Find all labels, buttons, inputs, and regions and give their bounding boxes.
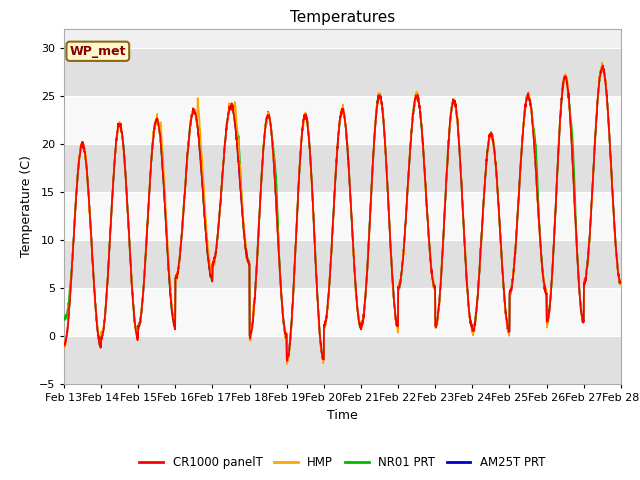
CR1000 panelT	[504, 326, 512, 332]
NR01 PRT	[371, 130, 379, 136]
Bar	[64, 48, 621, 96]
HMP	[371, 125, 379, 131]
HMP	[617, 281, 625, 287]
HMP	[216, 213, 223, 219]
Bar	[64, 96, 621, 144]
AM25T PRT	[568, 143, 575, 149]
NR01 PRT	[598, 63, 605, 69]
Text: WP_met: WP_met	[70, 45, 126, 58]
HMP	[598, 60, 606, 65]
NR01 PRT	[584, 264, 591, 270]
HMP	[60, 345, 68, 351]
AM25T PRT	[216, 216, 223, 221]
AM25T PRT	[371, 129, 379, 134]
HMP	[584, 264, 591, 269]
HMP	[359, 317, 367, 323]
Title: Temperatures: Temperatures	[290, 10, 395, 25]
CR1000 panelT	[371, 129, 379, 135]
CR1000 panelT	[359, 318, 367, 324]
NR01 PRT	[60, 314, 68, 320]
NR01 PRT	[284, 360, 291, 366]
AM25T PRT	[617, 281, 625, 287]
Bar	[64, 288, 621, 336]
X-axis label: Time: Time	[327, 408, 358, 421]
NR01 PRT	[617, 280, 625, 286]
CR1000 panelT	[283, 358, 291, 364]
HMP	[568, 140, 575, 145]
Bar	[64, 192, 621, 240]
NR01 PRT	[504, 327, 512, 333]
NR01 PRT	[359, 320, 367, 326]
Bar	[64, 336, 621, 384]
AM25T PRT	[504, 327, 512, 333]
CR1000 panelT	[568, 142, 575, 147]
AM25T PRT	[584, 263, 591, 268]
Line: NR01 PRT: NR01 PRT	[64, 66, 621, 363]
CR1000 panelT	[584, 264, 591, 270]
CR1000 panelT	[599, 62, 607, 68]
CR1000 panelT	[216, 214, 223, 219]
NR01 PRT	[568, 127, 575, 132]
Bar	[64, 240, 621, 288]
AM25T PRT	[60, 342, 68, 348]
HMP	[504, 329, 512, 335]
HMP	[283, 361, 291, 367]
AM25T PRT	[284, 358, 291, 363]
CR1000 panelT	[60, 342, 68, 348]
Line: CR1000 panelT: CR1000 panelT	[64, 65, 621, 361]
Bar	[64, 144, 621, 192]
Line: HMP: HMP	[64, 62, 621, 364]
Y-axis label: Temperature (C): Temperature (C)	[20, 156, 33, 257]
Line: AM25T PRT: AM25T PRT	[64, 67, 621, 360]
CR1000 panelT	[617, 279, 625, 285]
NR01 PRT	[216, 214, 223, 220]
Legend: CR1000 panelT, HMP, NR01 PRT, AM25T PRT: CR1000 panelT, HMP, NR01 PRT, AM25T PRT	[135, 452, 550, 474]
AM25T PRT	[598, 64, 606, 70]
AM25T PRT	[359, 319, 367, 324]
